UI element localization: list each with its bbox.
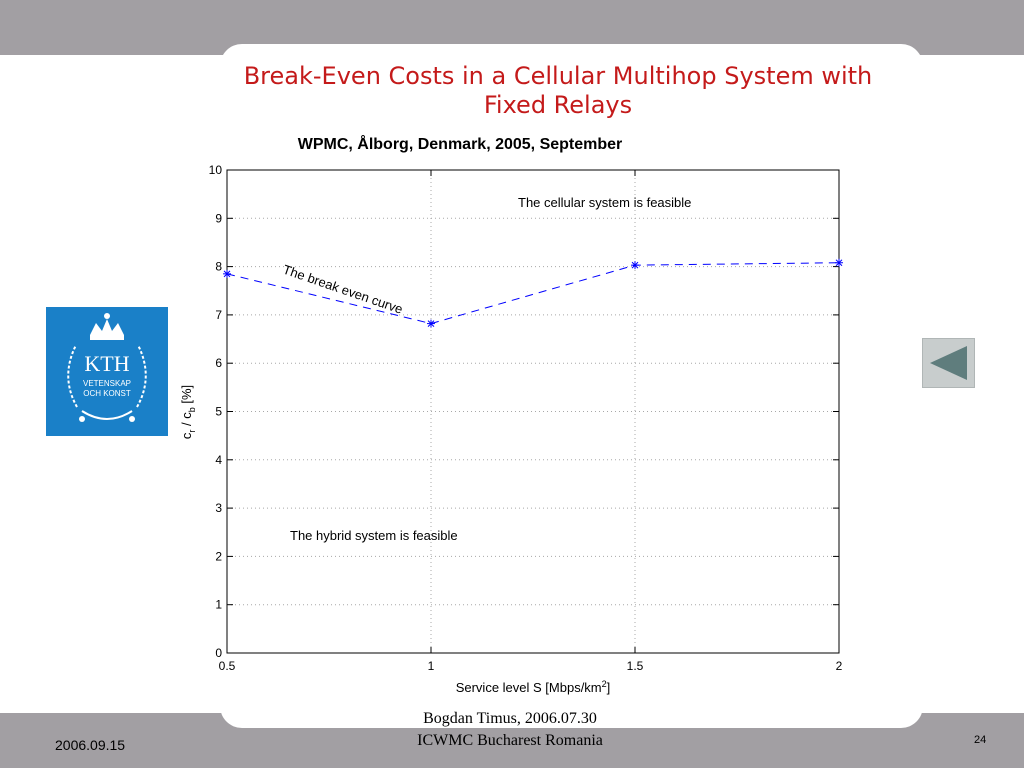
footer-date: 2006.09.15 bbox=[55, 737, 126, 753]
y-tick-label: 2 bbox=[215, 549, 222, 563]
annotation-hybrid: The hybrid system is feasible bbox=[290, 528, 458, 543]
x-tick-label: 0.5 bbox=[219, 659, 236, 673]
page-number: 24 bbox=[974, 734, 987, 746]
slide-title-line1: Break-Even Costs in a Cellular Multihop … bbox=[243, 62, 873, 90]
logo-text-main: KTH bbox=[84, 351, 129, 376]
y-tick-label: 7 bbox=[215, 308, 222, 322]
back-button[interactable] bbox=[922, 338, 975, 388]
x-axis-title: Service level S [Mbps/km2] bbox=[456, 679, 611, 695]
y-tick-label: 5 bbox=[215, 405, 222, 419]
plot-frame bbox=[226, 169, 840, 654]
data-point bbox=[835, 258, 843, 267]
x-tick-label: 1.5 bbox=[627, 659, 644, 673]
y-tick-label: 1 bbox=[215, 598, 222, 612]
logo-text-line1: VETENSKAP bbox=[83, 379, 131, 388]
chart-title: WPMC, Ålborg, Denmark, 2005, September bbox=[297, 136, 623, 153]
x-axis-title-main: Service level S [Mbps/km bbox=[456, 680, 602, 695]
y-tick-label: 3 bbox=[215, 501, 222, 515]
data-point bbox=[631, 261, 639, 270]
kth-logo-icon: KTH VETENSKAP OCH KONST bbox=[67, 313, 147, 422]
slide-title: Break-Even Costs in a Cellular Multihop … bbox=[210, 62, 906, 120]
back-arrow-icon bbox=[930, 346, 967, 380]
break-even-chart: 0 1 2 3 4 5 6 7 8 9 10 0.5 1 1.5 2 The cellular system… bbox=[179, 163, 843, 695]
x-tick-label: 2 bbox=[836, 659, 843, 673]
kth-logo: KTH VETENSKAP OCH KONST bbox=[46, 307, 168, 436]
footer-presenter-line2: ICWMC Bucharest Romania bbox=[417, 732, 603, 749]
x-tick-label: 1 bbox=[428, 659, 435, 673]
x-axis-title-close: ] bbox=[607, 680, 611, 695]
slide-title-line2: Fixed Relays bbox=[483, 91, 633, 119]
footer-presenter-line1: Bogdan Timus, 2006.07.30 bbox=[423, 710, 597, 727]
axis-ticks: 0 1 2 3 4 5 6 7 8 9 10 0.5 1 1.5 2 bbox=[209, 163, 843, 673]
y-axis-title-c: c bbox=[179, 432, 194, 439]
grid bbox=[227, 170, 839, 653]
annotation-cellular: The cellular system is feasible bbox=[518, 195, 691, 210]
y-tick-label: 0 bbox=[215, 646, 222, 660]
y-tick-label: 4 bbox=[215, 453, 222, 467]
y-axis-title: cr / cb [%] bbox=[179, 385, 197, 439]
data-point bbox=[427, 319, 435, 328]
y-tick-label: 9 bbox=[215, 211, 222, 225]
logo-text-line2: OCH KONST bbox=[83, 389, 131, 398]
y-tick-label: 6 bbox=[215, 356, 222, 370]
y-axis-title-b: b bbox=[187, 407, 197, 412]
y-axis-title-slash: / c bbox=[179, 412, 194, 430]
footer-presenter: Bogdan Timus, 2006.07.30 ICWMC Bucharest… bbox=[350, 708, 670, 752]
series-line bbox=[226, 262, 840, 325]
y-tick-label: 8 bbox=[215, 260, 222, 274]
data-point bbox=[223, 269, 231, 278]
x-axis-title-sup: 2 bbox=[602, 679, 607, 689]
y-tick-label: 10 bbox=[209, 163, 223, 177]
y-axis-title-pct: [%] bbox=[179, 385, 194, 407]
y-axis-title-r: r bbox=[187, 430, 197, 433]
series-group bbox=[223, 258, 843, 328]
